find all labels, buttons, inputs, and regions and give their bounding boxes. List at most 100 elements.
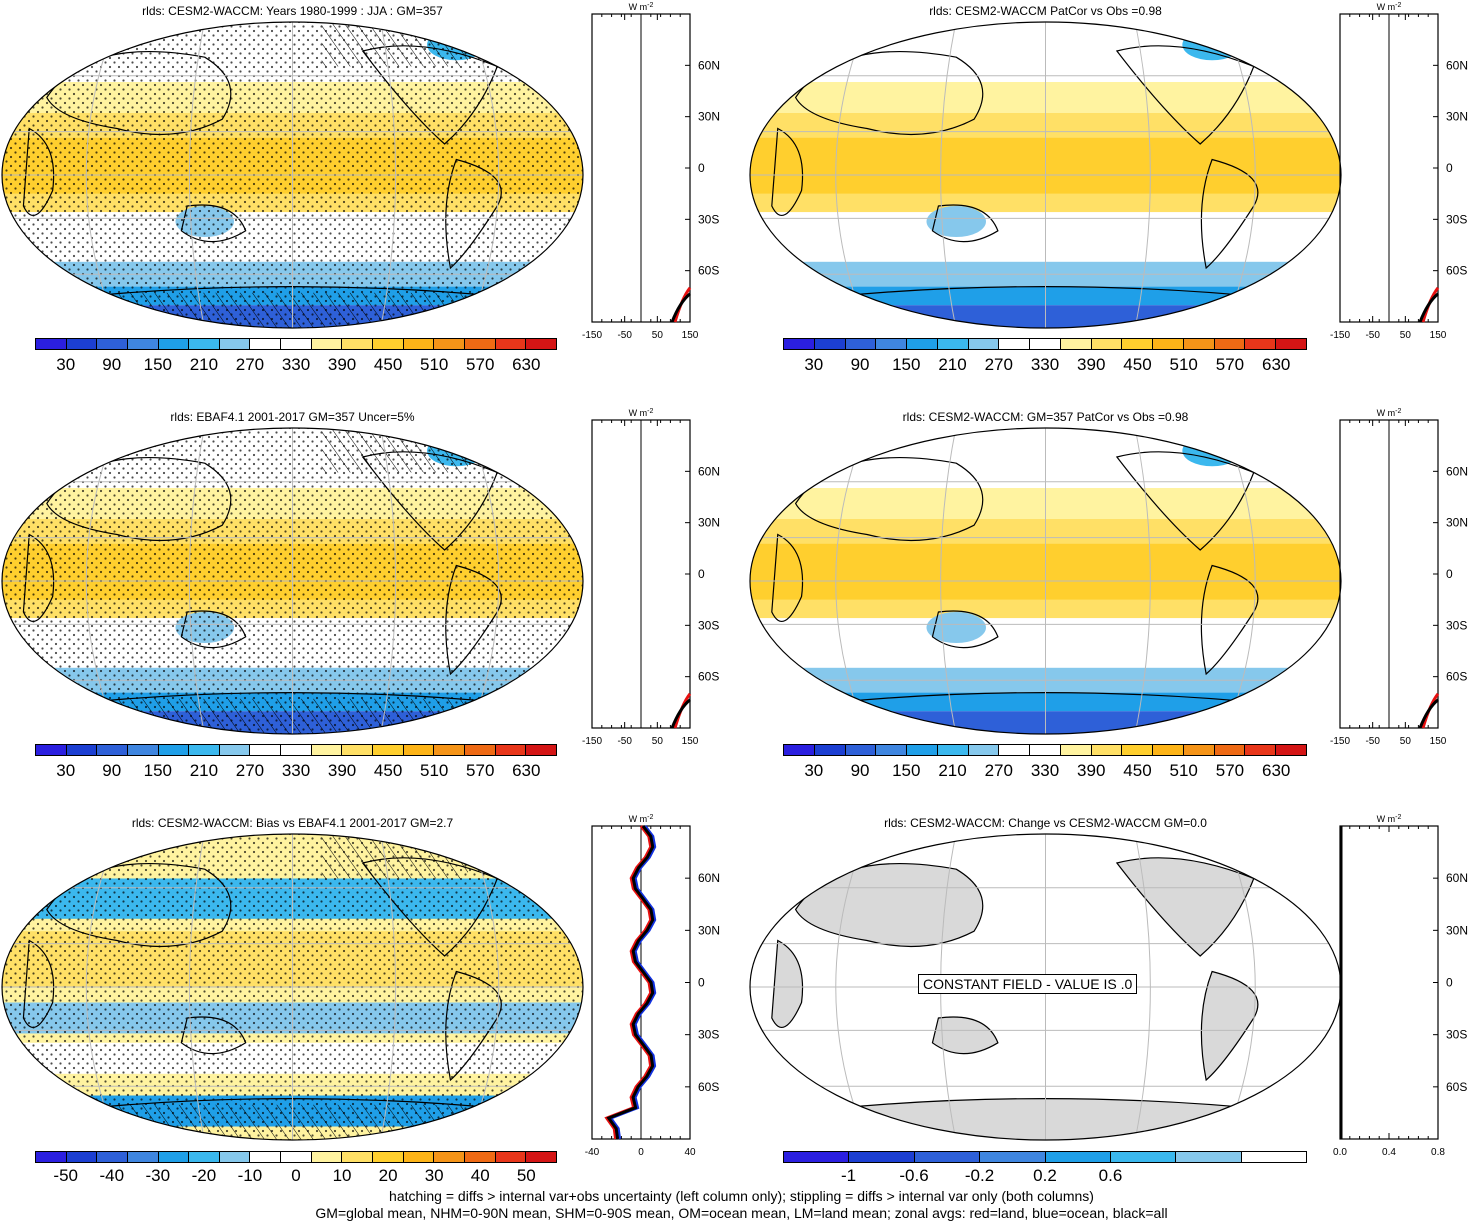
map-bias: [1, 833, 584, 1141]
colorbar-swatch: [219, 745, 251, 755]
colorbar-swatch: [434, 339, 465, 349]
lat-label: 60S: [1446, 264, 1467, 278]
colorbar-swatch: [1153, 745, 1184, 755]
colorbar-swatch: [464, 1152, 496, 1162]
colorbar-tick-label: 270: [984, 355, 1013, 374]
colorbar-swatch: [250, 745, 282, 755]
colorbar-swatch: [980, 1152, 1046, 1162]
colorbar-swatch: [1176, 1152, 1242, 1162]
hatch-overlay: [321, 428, 468, 473]
colorbar-change: [783, 1151, 1307, 1163]
colorbar-swatch: [1122, 745, 1154, 755]
colorbar-tick-label: 630: [1261, 355, 1291, 374]
x-label: -50: [617, 330, 632, 341]
colorbar-swatch: [907, 339, 938, 349]
colorbar-tick-label: 330: [281, 761, 311, 780]
zonal-unit: W m-2: [629, 814, 654, 824]
lat-label: 30S: [698, 212, 719, 226]
colorbar-swatch: [1245, 745, 1277, 755]
eurasia-outline: [794, 51, 984, 136]
graticule-meridian: [1134, 834, 1151, 1140]
lat-label: 60N: [698, 58, 720, 72]
lat-label: 30S: [1446, 1028, 1467, 1042]
map-border: [1, 833, 584, 1141]
constant-field-label: CONSTANT FIELD - VALUE IS .0: [918, 974, 1138, 994]
x-label: 0: [638, 1147, 644, 1158]
colorbar-swatch: [876, 339, 908, 349]
colorbar-swatch: [66, 1152, 98, 1162]
colorbar-tick-label: 40: [470, 1166, 490, 1185]
x-label: 150: [682, 330, 699, 341]
lat-label: 30S: [698, 618, 719, 632]
zonal-line-all: [1418, 698, 1439, 729]
colorbar-tick-label: 30: [424, 1166, 444, 1185]
colorbar-swatch: [495, 1152, 527, 1162]
south-america-outline: [1200, 564, 1259, 676]
lat-label: 0: [1446, 161, 1453, 175]
colorbar-tick-label: 570: [1215, 761, 1245, 780]
map-model-climatology: [1, 21, 584, 329]
panel-title-bias: rlds: CESM2-WACCM: Bias vs EBAF4.1 2001-…: [131, 816, 454, 830]
colorbar-tick-label: 450: [373, 761, 403, 780]
greenland: [1182, 29, 1242, 61]
graticule-meridian: [85, 428, 118, 734]
colorbar-ticks-model-climatology: 30 90 150 210 270 330 390 450 510 570 630: [35, 355, 557, 377]
colorbar-tick-label: 90: [102, 761, 122, 780]
colorbar-swatch: [784, 745, 815, 755]
colorbar-tick-label: -30: [145, 1166, 171, 1185]
lat-label: 0: [1446, 567, 1453, 581]
lat-label: 30N: [698, 516, 720, 530]
colorbar-tick-label: 510: [419, 355, 449, 374]
map-model-gm-patcor: [749, 427, 1342, 735]
colorbar-ticks-bias: -50 -40 -30 -20 -10 0 10 20 30 40 50: [35, 1166, 557, 1188]
lat-label: 60N: [1446, 58, 1468, 72]
colorbar-model-patcor: [783, 338, 1307, 350]
eurasia-outline: [794, 863, 984, 948]
zonal-mean-bias: W m-2 60N 30N 0 30S 60S -40 0 40: [585, 814, 720, 1158]
colorbar-swatch: [342, 745, 374, 755]
colorbar-tick-label: 450: [1123, 761, 1152, 780]
x-label: 40: [684, 1147, 696, 1158]
zonal-mean-change: W m-2 60N 30N 0 30S 60S 0.0 0.4 0.8: [1333, 814, 1468, 1158]
colorbar-swatch: [937, 339, 969, 349]
africa-outline: [771, 127, 804, 217]
x-label: 0.8: [1431, 1147, 1445, 1158]
lat-label: 30N: [698, 110, 720, 124]
colorbar-tick-label: 210: [189, 761, 219, 780]
lat-label: 60N: [1446, 871, 1468, 885]
zonal-line-all: [670, 292, 691, 323]
colorbar-swatch: [250, 1152, 282, 1162]
graticule-meridian: [85, 22, 118, 328]
north-america-outline: [1115, 857, 1255, 957]
colorbar-swatch: [373, 1152, 404, 1162]
colorbar-swatch: [914, 1152, 981, 1162]
colorbar-tick-label: 150: [892, 355, 921, 374]
colorbar-swatch: [311, 339, 343, 349]
graticule-meridian: [85, 834, 118, 1140]
panel-title-model-climatology: rlds: CESM2-WACCM: Years 1980-1999 : JJA…: [142, 4, 443, 18]
zonal-line-all: [606, 825, 655, 1140]
lat-label: 60S: [1446, 1080, 1467, 1094]
hatch-overlay: [321, 22, 468, 67]
zonal-line-all: [1418, 292, 1439, 323]
colorbar-tick-label: 510: [1169, 761, 1198, 780]
x-label: -40: [585, 1147, 600, 1158]
colorbar-swatch: [968, 745, 1000, 755]
zonal-line-land: [1421, 286, 1440, 323]
colorbar-swatch: [1060, 745, 1092, 755]
lat-label: 0: [698, 976, 705, 990]
colorbar-swatch: [1045, 1152, 1111, 1162]
x-label: 150: [682, 736, 699, 747]
colorbar-swatch: [876, 745, 908, 755]
graticule-meridian: [379, 22, 397, 328]
colorbar-swatch: [127, 745, 159, 755]
graticule-meridian: [379, 834, 397, 1140]
graticule-meridian: [940, 428, 957, 734]
colorbar-tick-label: -10: [237, 1166, 263, 1185]
zonal-frame: [1339, 825, 1439, 1140]
graticule-meridian: [188, 428, 206, 734]
australia-outline: [931, 610, 999, 649]
zonal-mean-model-patcor: W m-2 60N 30N 0 30S 60S -150 -50 50 150: [1330, 2, 1468, 341]
colorbar-swatch: [403, 339, 435, 349]
colorbar-tick-label: 30: [804, 761, 824, 780]
